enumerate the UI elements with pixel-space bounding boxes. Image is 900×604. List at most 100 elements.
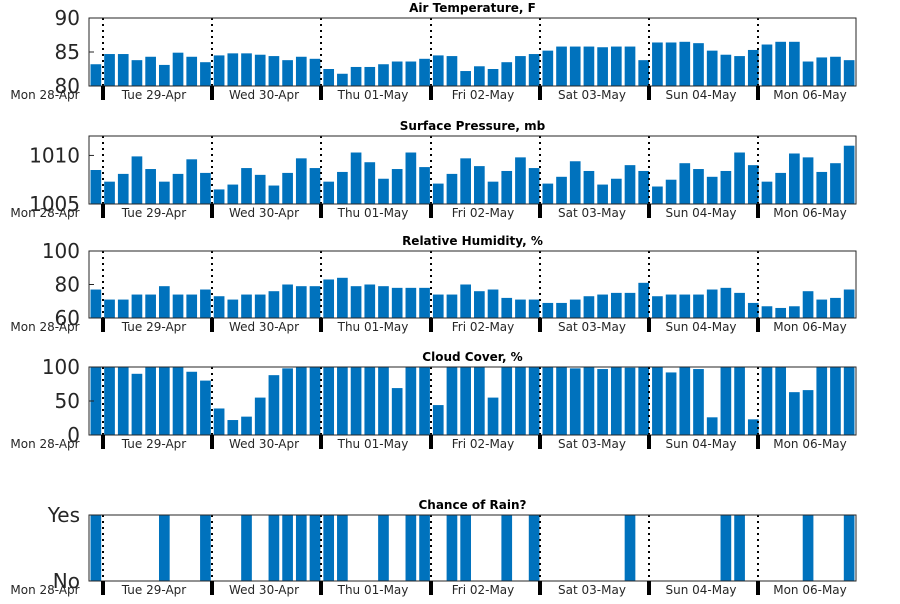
- data-bar: [528, 299, 540, 318]
- data-bar: [158, 181, 170, 204]
- data-bar: [323, 181, 335, 204]
- data-bar: [528, 54, 540, 86]
- data-bar: [556, 367, 567, 435]
- x-tick-label: Mon 06-May: [773, 583, 847, 597]
- x-tick-label: Thu 01-May: [337, 88, 409, 102]
- data-bar: [638, 367, 650, 435]
- data-bar: [405, 61, 417, 86]
- x-tick-label: Mon 28-Apr: [10, 88, 79, 102]
- y-tick-label: 80: [55, 273, 80, 297]
- x-tick-label: Wed 30-Apr: [229, 437, 299, 451]
- y-tick-label: 85: [55, 40, 80, 64]
- x-tick-label: Mon 28-Apr: [10, 583, 79, 597]
- data-bar: [391, 287, 403, 318]
- data-bar: [706, 50, 718, 86]
- y-tick-label: 80: [55, 74, 80, 98]
- y-tick-label: 100: [42, 239, 80, 263]
- x-tick-label: Sat 03-May: [558, 206, 626, 220]
- data-bar: [597, 184, 608, 204]
- y-tick-label: 60: [55, 306, 80, 330]
- chart-title: Air Temperature, F: [409, 1, 536, 15]
- data-bar: [145, 294, 156, 318]
- chart-title: Chance of Rain?: [418, 498, 526, 512]
- data-bar: [90, 289, 102, 318]
- data-bar: [720, 54, 732, 86]
- data-bar: [172, 367, 184, 435]
- data-bar: [268, 291, 280, 318]
- data-bar: [720, 367, 732, 435]
- data-bar: [802, 390, 814, 435]
- data-bar: [391, 169, 403, 204]
- data-bar: [665, 372, 677, 435]
- data-bar: [241, 515, 252, 581]
- data-bar: [843, 367, 855, 435]
- data-bar: [501, 62, 513, 86]
- data-bar: [323, 515, 335, 581]
- data-bar: [432, 294, 444, 318]
- data-bar: [145, 367, 156, 435]
- data-bar: [734, 515, 745, 581]
- data-bar: [583, 367, 595, 435]
- data-bar: [200, 515, 211, 581]
- y-tick-label: 1010: [29, 143, 80, 167]
- data-bar: [652, 42, 663, 86]
- data-bar: [213, 55, 225, 86]
- data-bar: [378, 286, 389, 318]
- data-bar: [282, 172, 293, 204]
- data-bar: [501, 170, 513, 204]
- data-bar: [268, 56, 280, 86]
- data-bar: [158, 515, 170, 581]
- data-bar: [474, 166, 485, 204]
- data-bar: [693, 169, 704, 204]
- x-tick-label: Sun 04-May: [665, 88, 736, 102]
- data-bar: [638, 60, 650, 86]
- data-bar: [652, 296, 663, 318]
- x-tick-label: Fri 02-May: [452, 88, 515, 102]
- x-tick-label: Sun 04-May: [665, 437, 736, 451]
- data-bar: [583, 170, 595, 204]
- data-bar: [679, 367, 691, 435]
- x-tick-label: Mon 28-Apr: [10, 320, 79, 334]
- data-bar: [734, 152, 745, 204]
- data-bar: [761, 181, 773, 204]
- data-bar: [816, 57, 828, 86]
- x-tick-label: Sun 04-May: [665, 583, 736, 597]
- y-tick-label: Yes: [47, 503, 80, 527]
- data-bar: [830, 297, 841, 318]
- chart-panel-1: 80 85 90 Mon 28-Apr Tue 29-Apr Wed 30-Apr Thu …: [10, 1, 857, 102]
- data-bar: [734, 56, 745, 86]
- data-bar: [569, 161, 581, 204]
- data-bar: [515, 299, 526, 318]
- data-bar: [131, 373, 143, 435]
- data-bar: [90, 367, 102, 435]
- data-bar: [117, 299, 129, 318]
- data-bar: [556, 302, 567, 318]
- data-bar: [172, 294, 184, 318]
- data-bar: [364, 162, 376, 204]
- data-bar: [213, 408, 225, 435]
- x-tick-label: Tue 29-Apr: [121, 320, 186, 334]
- data-bar: [309, 515, 321, 581]
- data-bar: [364, 284, 376, 318]
- data-bar: [624, 165, 636, 204]
- y-tick-label: No: [53, 569, 80, 593]
- data-bar: [706, 176, 718, 204]
- data-bar: [830, 56, 841, 86]
- x-tick-label: Fri 02-May: [452, 206, 515, 220]
- data-bar: [350, 367, 362, 435]
- x-tick-label: Tue 29-Apr: [121, 437, 186, 451]
- chart-title: Relative Humidity, %: [402, 234, 543, 248]
- data-bar: [734, 292, 745, 319]
- data-bar: [706, 289, 718, 318]
- data-bar: [610, 292, 622, 319]
- data-bar: [254, 54, 266, 86]
- data-bar: [268, 515, 280, 581]
- data-bar: [378, 64, 389, 86]
- data-bar: [200, 62, 211, 86]
- data-bar: [254, 397, 266, 435]
- x-tick-label: Sat 03-May: [558, 320, 626, 334]
- data-bar: [802, 291, 814, 318]
- data-bar: [186, 294, 198, 318]
- data-bar: [145, 56, 156, 86]
- data-bar: [295, 515, 307, 581]
